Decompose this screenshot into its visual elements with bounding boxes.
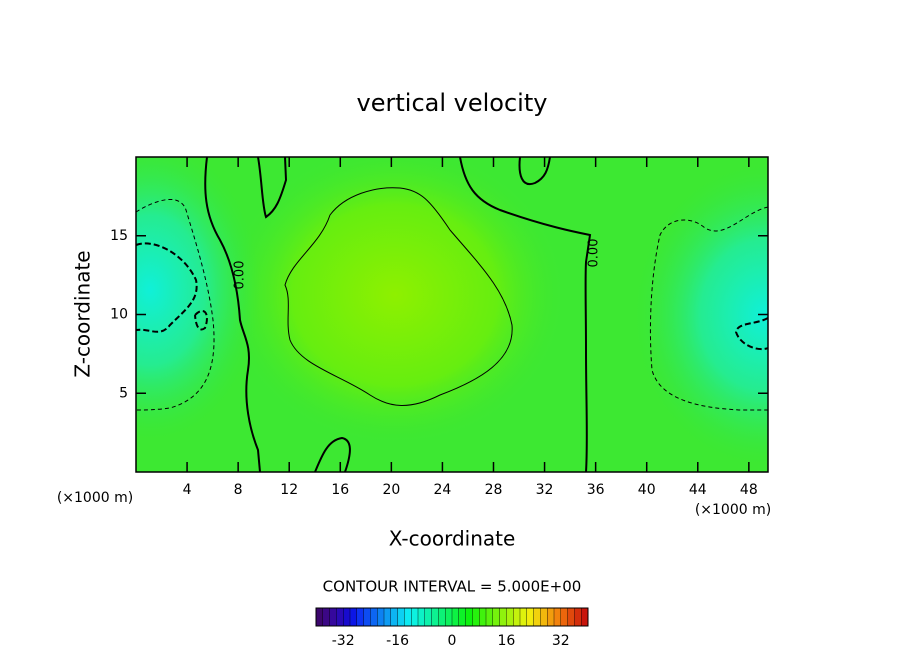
x-unit: (×1000 m) bbox=[695, 502, 771, 518]
colorbar-band bbox=[349, 607, 358, 627]
x-tick-label: 44 bbox=[689, 482, 707, 498]
x-unit: (×1000 m) bbox=[57, 490, 133, 506]
colorbar-tick-label: 0 bbox=[448, 633, 457, 649]
contour-field bbox=[136, 157, 768, 472]
colorbar-band bbox=[404, 607, 412, 627]
colorbar-band bbox=[540, 607, 548, 627]
colorbar-band bbox=[506, 607, 514, 627]
colorbar-band bbox=[390, 607, 399, 627]
y-tick-label: 5 bbox=[119, 385, 128, 401]
colorbar-band bbox=[458, 607, 467, 627]
colorbar-band bbox=[370, 607, 378, 627]
colorbar-band bbox=[574, 607, 582, 627]
colorbar-band bbox=[431, 607, 439, 627]
colorbar-band bbox=[567, 607, 575, 627]
x-tick-label: 20 bbox=[382, 482, 400, 498]
chart-title: vertical velocity bbox=[357, 89, 548, 117]
x-tick-label: 12 bbox=[280, 482, 298, 498]
colorbar-band bbox=[581, 607, 589, 627]
colorbar-band bbox=[336, 607, 344, 627]
colorbar-band bbox=[492, 607, 501, 627]
colorbar-band bbox=[513, 607, 521, 627]
x-tick-label: 8 bbox=[234, 482, 243, 498]
x-axis-label: X-coordinate bbox=[389, 527, 516, 551]
x-tick-label: 28 bbox=[485, 482, 503, 498]
colorbar-tick-label: -32 bbox=[332, 633, 355, 649]
colorbar-tick-label: -16 bbox=[386, 633, 409, 649]
colorbar-band bbox=[445, 607, 453, 627]
contour-label: 0.00 bbox=[233, 261, 248, 290]
colorbar-band bbox=[424, 607, 433, 627]
colorbar-band bbox=[553, 607, 562, 627]
colorbar-band bbox=[465, 607, 473, 627]
colorbar-band bbox=[377, 607, 385, 627]
colorbar-band bbox=[526, 607, 535, 627]
colorbar-frame bbox=[315, 607, 589, 627]
colorbar-band bbox=[322, 607, 331, 627]
x-tick-label: 4 bbox=[183, 482, 192, 498]
colorbar-band bbox=[472, 607, 480, 627]
x-tick-label: 32 bbox=[536, 482, 554, 498]
colorbar-band bbox=[363, 607, 371, 627]
x-tick-label: 36 bbox=[587, 482, 605, 498]
colorbar-band bbox=[479, 607, 487, 627]
colorbar-band bbox=[499, 607, 507, 627]
colorbar-band bbox=[417, 607, 426, 627]
y-tick-label: 15 bbox=[110, 228, 128, 244]
x-tick-label: 40 bbox=[638, 482, 656, 498]
colorbar-band bbox=[411, 607, 419, 627]
colorbar-band bbox=[315, 607, 324, 627]
y-tick-label: 10 bbox=[110, 307, 128, 323]
colorbar-band bbox=[329, 607, 337, 627]
colorbar-band bbox=[533, 607, 541, 627]
colorbar-band bbox=[560, 607, 569, 627]
colorbar-band bbox=[397, 607, 405, 627]
colorbar-band bbox=[485, 607, 494, 627]
colorbar-band bbox=[343, 607, 351, 627]
colorbar-band bbox=[438, 607, 446, 627]
x-tick-label: 24 bbox=[434, 482, 452, 498]
colorbar-tick-label: 16 bbox=[497, 633, 515, 649]
y-axis-label: Z-coordinate bbox=[71, 250, 95, 377]
colorbar-band bbox=[547, 607, 555, 627]
colorbar-band bbox=[451, 607, 460, 627]
colorbar: -32 -16 0 16 32 bbox=[315, 607, 589, 649]
colorbar-tick-label: 32 bbox=[552, 633, 570, 649]
colorbar-band bbox=[519, 607, 528, 627]
colorbar-band bbox=[356, 607, 365, 627]
colorbar-band bbox=[383, 607, 392, 627]
x-tick-label: 48 bbox=[740, 482, 758, 498]
contour-interval: CONTOUR INTERVAL = 5.000E+00 bbox=[323, 578, 582, 596]
x-tick-label: 16 bbox=[331, 482, 349, 498]
contour-label: 0.00 bbox=[587, 239, 602, 268]
